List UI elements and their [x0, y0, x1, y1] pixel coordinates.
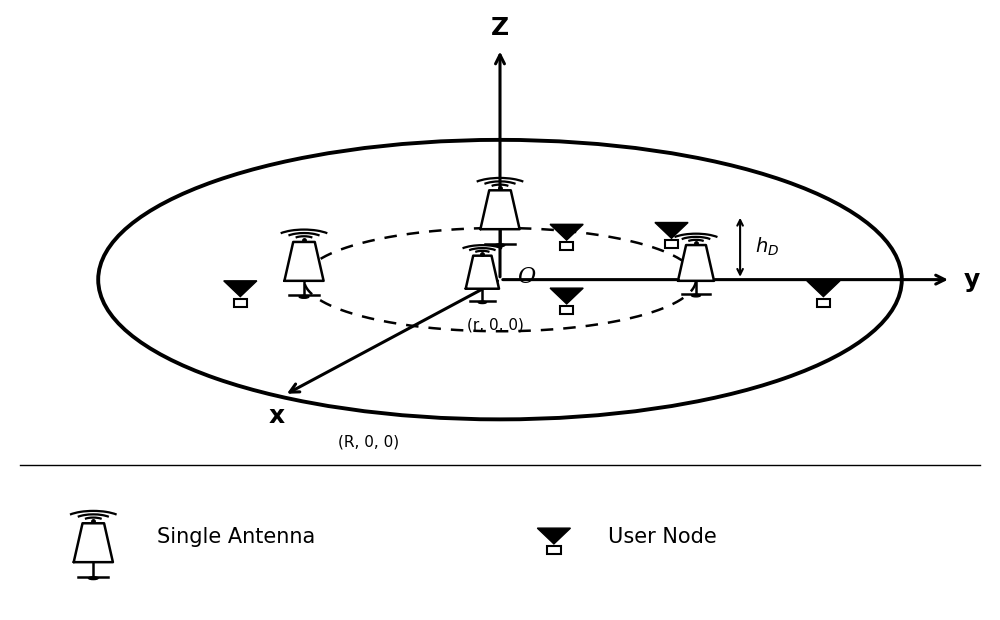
Bar	[817, 298, 830, 307]
Bar	[560, 306, 573, 314]
Ellipse shape	[88, 577, 98, 580]
Polygon shape	[74, 523, 113, 562]
Ellipse shape	[299, 295, 309, 298]
Polygon shape	[284, 242, 324, 281]
Ellipse shape	[478, 301, 487, 304]
Polygon shape	[480, 190, 520, 229]
Text: User Node: User Node	[608, 526, 717, 547]
Text: Z: Z	[491, 16, 509, 40]
Polygon shape	[466, 255, 499, 289]
Bar	[560, 242, 573, 250]
Text: (R, 0, 0): (R, 0, 0)	[338, 435, 399, 449]
Bar	[234, 298, 247, 307]
Text: O: O	[517, 266, 535, 288]
Bar	[547, 546, 561, 554]
Text: (r, 0, 0): (r, 0, 0)	[467, 317, 524, 332]
Polygon shape	[678, 245, 714, 281]
Text: x: x	[268, 404, 285, 428]
Polygon shape	[550, 288, 583, 304]
Polygon shape	[550, 224, 583, 240]
Polygon shape	[537, 528, 570, 544]
Text: $h_D$: $h_D$	[755, 236, 779, 259]
Ellipse shape	[495, 244, 505, 247]
Bar	[665, 240, 678, 249]
Polygon shape	[655, 223, 688, 238]
Polygon shape	[224, 281, 257, 296]
Text: Single Antenna: Single Antenna	[157, 526, 315, 547]
Ellipse shape	[691, 294, 701, 297]
Text: y: y	[964, 268, 980, 291]
Polygon shape	[807, 281, 840, 296]
